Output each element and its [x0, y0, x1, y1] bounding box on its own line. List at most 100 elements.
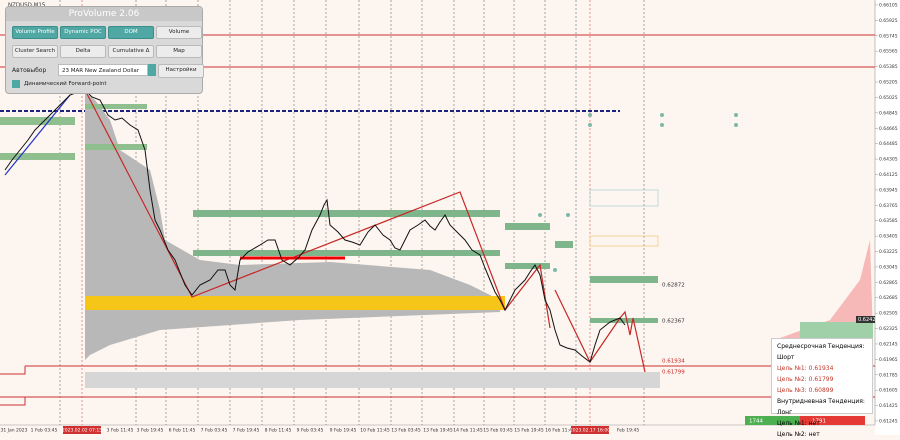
- time-label: 2023.02.17 16:00: [570, 428, 610, 434]
- level-line: [0, 366, 26, 375]
- zone: [193, 210, 500, 217]
- zone: [590, 276, 658, 283]
- time-label: 15 Feb 19:45: [514, 428, 544, 434]
- price-label: 0.62325: [879, 326, 898, 332]
- time-axis: 31 Jan 2023 1 Feb 03:45 2023.02.02 07:15 3 …: [1, 426, 640, 434]
- time-label: 9 Feb 03:45: [297, 428, 324, 434]
- price-label: 0.65745: [879, 33, 898, 39]
- price-axis: 0.66105 0.65925 0.65745 0.65565 0.65385 0.652…: [875, 3, 898, 425]
- box: [589, 235, 659, 247]
- price-label: 0.65565: [879, 49, 898, 55]
- volume-zone: [85, 372, 660, 388]
- price-label: 0.65205: [879, 80, 898, 86]
- dom-bar: [745, 416, 800, 425]
- time-label: 15 Feb 03:45: [483, 428, 513, 434]
- price-label: 0.63765: [879, 203, 898, 209]
- trend-heading: Среднесрочная Тенденция: Шорт: [777, 343, 865, 361]
- time-label: 31 Jan 2023: [1, 428, 28, 434]
- dom-profile: [800, 322, 873, 338]
- price-label: 0.62685: [879, 295, 898, 301]
- button[interactable]: Map: [156, 45, 202, 58]
- time-label: 8 Feb 11:45: [265, 428, 292, 434]
- price-label: 0.61245: [879, 419, 898, 425]
- trend-line: [84, 89, 551, 329]
- zone: [555, 241, 573, 248]
- checkbox-label[interactable]: Автовыбор: [12, 67, 47, 74]
- zone: [590, 318, 658, 323]
- button[interactable]: Delta: [60, 45, 106, 58]
- time-label: 14 Feb 11:45: [453, 428, 483, 434]
- button[interactable]: Настройки: [158, 64, 204, 78]
- price-label: 0.65025: [879, 95, 898, 101]
- checkbox[interactable]: [12, 80, 20, 88]
- zone: [505, 263, 550, 269]
- price-label: 0.63045: [879, 264, 898, 270]
- target: Цель №1: нет: [777, 420, 820, 427]
- time-label: 2023.02.02 07:15: [62, 428, 102, 434]
- button[interactable]: DOM: [108, 26, 154, 39]
- zone: [0, 153, 75, 160]
- target: Цель №3: 0.60899: [777, 387, 834, 394]
- price-label: 0.64845: [879, 110, 898, 116]
- price-label: 0.62145: [879, 341, 898, 347]
- zone: [505, 223, 550, 230]
- price-label: 0.61605: [879, 388, 898, 394]
- current-price: 0.62426: [858, 317, 879, 323]
- price-label: 0.65925: [879, 18, 898, 24]
- price-label: 0.62865: [879, 280, 898, 286]
- time-highlight: [63, 426, 101, 434]
- time-label: 9 Feb 19:45: [330, 428, 357, 434]
- level-line: [0, 397, 26, 406]
- price-label: 0.66105: [879, 3, 898, 9]
- target: Цель №1: 0.61934: [777, 365, 834, 372]
- price-label: 0.62505: [879, 311, 898, 317]
- time-label: 1 Feb 03:45: [31, 428, 58, 434]
- target: Цель №2: 0.61799: [777, 376, 834, 383]
- button[interactable]: Cumulative Δ: [108, 45, 154, 58]
- zone: [193, 250, 500, 256]
- level-tag: 0.62872: [662, 283, 685, 289]
- trend-line: [4, 94, 71, 176]
- volume-profile: [85, 92, 500, 360]
- box: [589, 189, 659, 207]
- price-label: 0.61785: [879, 372, 898, 378]
- poc-zone: [85, 296, 505, 310]
- zone: [85, 144, 147, 150]
- price-label: 0.64125: [879, 172, 898, 178]
- price-line: [4, 89, 626, 363]
- markers: [538, 113, 738, 272]
- price-label: 0.63225: [879, 249, 898, 255]
- select-arrow[interactable]: [148, 64, 156, 76]
- time-label: 13 Feb 03:45: [391, 428, 421, 434]
- symbol: NZDUSD,M15: [8, 3, 46, 9]
- checkbox-label[interactable]: Динамический Forward-point: [24, 81, 107, 87]
- price-label: 0.64305: [879, 157, 898, 163]
- level-tag: 0.61934: [662, 359, 685, 365]
- price-label: 0.61425: [879, 403, 898, 409]
- trend-heading: Внутридневная Тенденция: Лонг: [777, 398, 865, 416]
- price-axis-bg: [875, 0, 900, 435]
- button[interactable]: Cluster Search: [12, 45, 58, 58]
- dom-profile: [780, 240, 873, 338]
- price-label: 0.65385: [879, 64, 898, 70]
- dom-count: 1744: [749, 419, 763, 425]
- button[interactable]: Dynamic POC: [60, 26, 106, 39]
- time-label: 16 Feb 11:45: [545, 428, 575, 434]
- time-label: 3 Feb 11:45: [107, 428, 134, 434]
- time-label: Feb 19:45: [617, 428, 640, 434]
- dom-count: 1791: [812, 419, 826, 425]
- button[interactable]: Volume: [156, 26, 202, 39]
- panel-title: ProVolume 2.06: [6, 7, 202, 21]
- time-label: 7 Feb 03:45: [201, 428, 228, 434]
- level-tag: 0.62367: [662, 319, 685, 325]
- time-highlight: [571, 426, 609, 434]
- zone: [85, 104, 147, 109]
- button[interactable]: Volume Profile: [12, 26, 58, 39]
- instrument-select[interactable]: 23 MAR New Zealand Dollar: [58, 64, 148, 76]
- current-price-box: [856, 316, 875, 323]
- time-label: 6 Feb 11:45: [169, 428, 196, 434]
- time-label: 3 Feb 19:45: [137, 428, 164, 434]
- zone: [0, 117, 75, 125]
